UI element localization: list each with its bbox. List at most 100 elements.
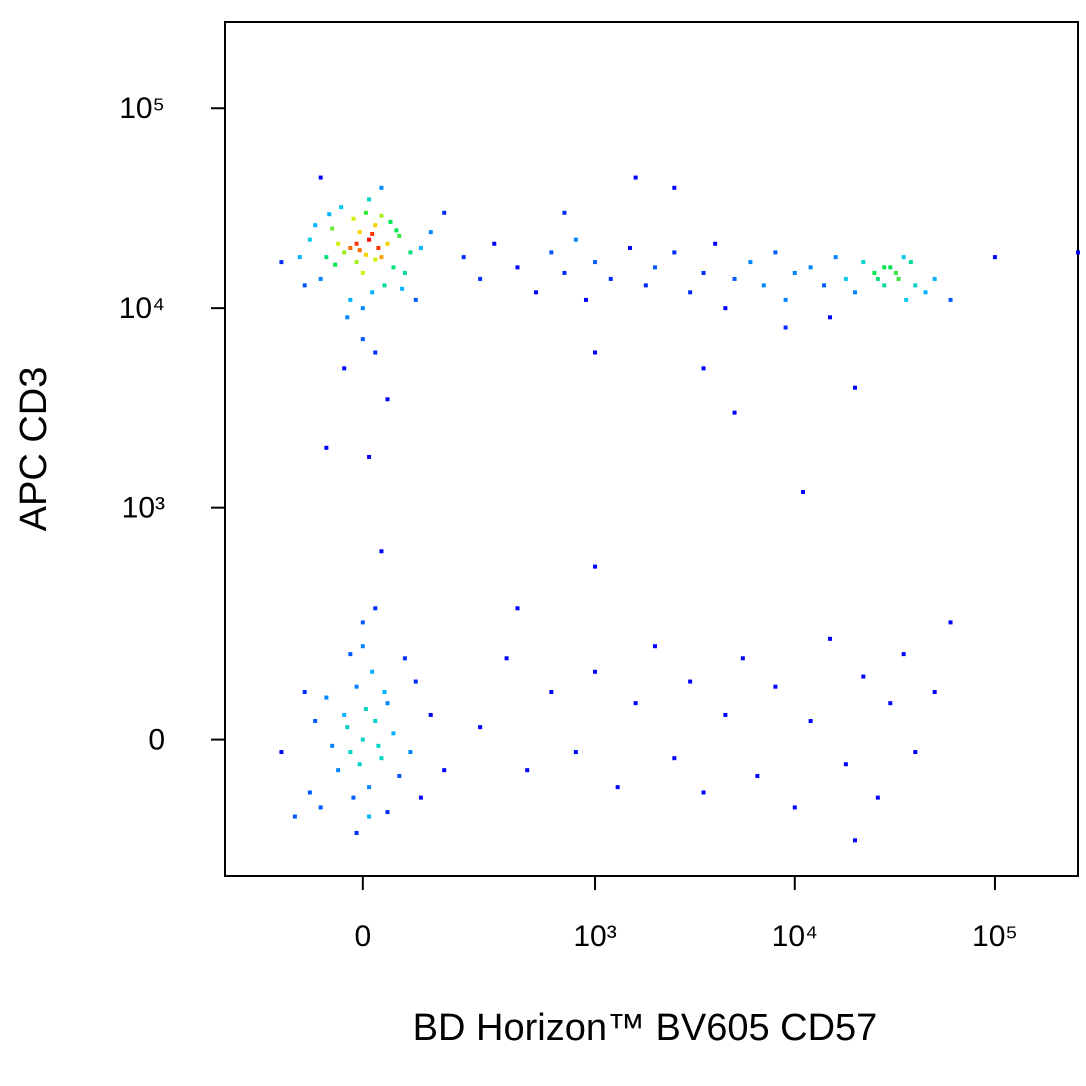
point — [357, 762, 362, 767]
point — [672, 250, 677, 255]
point — [318, 276, 323, 281]
point — [370, 290, 375, 295]
point — [428, 230, 433, 235]
point — [713, 241, 718, 246]
point — [330, 226, 335, 231]
point — [363, 252, 368, 257]
point — [354, 684, 359, 689]
point — [313, 718, 318, 723]
y-axis-label: APC CD3 — [13, 367, 55, 532]
point — [363, 210, 368, 215]
point — [853, 838, 858, 843]
point — [525, 768, 530, 773]
point — [385, 397, 390, 402]
point — [822, 283, 827, 288]
point — [379, 255, 384, 260]
point — [633, 175, 638, 180]
point — [367, 454, 372, 459]
point — [573, 750, 578, 755]
point — [828, 315, 833, 320]
point — [313, 223, 318, 228]
x-tick-label: 0 — [354, 920, 371, 953]
point — [948, 297, 953, 302]
point — [379, 756, 384, 761]
point — [279, 260, 284, 265]
point — [391, 731, 396, 736]
point — [828, 636, 833, 641]
point — [357, 248, 362, 253]
point — [370, 669, 375, 674]
point — [297, 255, 302, 260]
point — [773, 684, 778, 689]
point — [397, 233, 402, 238]
point — [376, 245, 381, 250]
point — [701, 366, 706, 371]
point — [652, 644, 657, 649]
point — [336, 241, 341, 246]
point — [402, 270, 407, 275]
point — [279, 750, 284, 755]
point — [373, 257, 378, 262]
point — [379, 549, 384, 554]
x-tick-label: 10⁵ — [972, 920, 1018, 953]
y-tick-label: 10⁵ — [119, 92, 165, 125]
point — [643, 283, 648, 288]
point — [833, 255, 838, 260]
point — [324, 255, 329, 260]
point — [351, 795, 356, 800]
point — [348, 750, 353, 755]
point — [360, 737, 365, 742]
point — [385, 810, 390, 815]
point — [379, 185, 384, 190]
point — [302, 283, 307, 288]
point — [327, 212, 332, 217]
point — [348, 245, 353, 250]
point — [872, 270, 877, 275]
point — [413, 679, 418, 684]
point — [376, 743, 381, 748]
point — [901, 652, 906, 657]
point — [896, 276, 901, 281]
point — [413, 297, 418, 302]
point — [593, 350, 598, 355]
point — [354, 260, 359, 265]
plot-frame — [224, 21, 1079, 877]
point — [573, 237, 578, 242]
point — [701, 270, 706, 275]
x-tick-label: 10⁴ — [772, 920, 818, 953]
point — [801, 489, 806, 494]
y-tick-label: 0 — [148, 724, 165, 757]
point — [324, 445, 329, 450]
point — [360, 644, 365, 649]
point — [593, 260, 598, 265]
point — [504, 656, 509, 661]
point — [893, 270, 898, 275]
point — [342, 366, 347, 371]
point — [345, 315, 350, 320]
point — [913, 750, 918, 755]
point — [408, 750, 413, 755]
point — [351, 216, 356, 221]
point — [1076, 250, 1080, 255]
point — [549, 250, 554, 255]
point — [385, 701, 390, 706]
point — [853, 290, 858, 295]
point — [748, 260, 753, 265]
point — [628, 245, 633, 250]
point — [861, 674, 866, 679]
y-tick-label: 10³ — [122, 492, 165, 525]
point — [385, 241, 390, 246]
point — [307, 790, 312, 795]
point — [360, 337, 365, 342]
point — [761, 283, 766, 288]
point — [593, 669, 598, 674]
point — [367, 237, 372, 242]
point — [792, 805, 797, 810]
point — [688, 679, 693, 684]
point — [913, 283, 918, 288]
point — [843, 762, 848, 767]
point — [992, 255, 997, 260]
point — [593, 564, 598, 569]
point — [373, 606, 378, 611]
